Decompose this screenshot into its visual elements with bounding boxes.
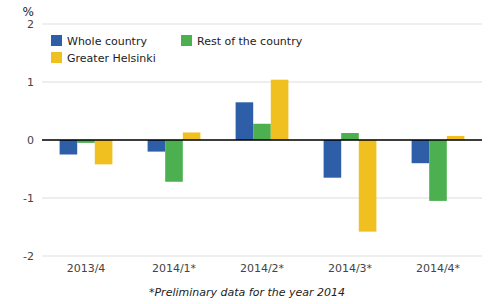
grid <box>42 24 482 256</box>
bar <box>359 140 377 232</box>
legend-swatch <box>51 52 62 63</box>
legend-label: Rest of the country <box>197 35 303 48</box>
legend-swatch <box>181 35 192 46</box>
bar <box>341 133 359 140</box>
grid-line <box>42 140 482 141</box>
bar <box>95 140 113 164</box>
bar <box>253 124 271 140</box>
bar <box>236 102 254 140</box>
bar <box>60 140 78 155</box>
legend-background <box>46 28 307 70</box>
x-tick-label: 2014/3* <box>328 262 373 275</box>
bar <box>148 140 166 152</box>
chart: -2 -1 0 1 2 2013/4 2014/1* 2014/2* 2014/3* 2014/4… <box>0 0 494 304</box>
y-tick-label: 2 <box>27 18 34 31</box>
y-tick-label: 0 <box>27 134 34 147</box>
y-tick-label: -2 <box>23 250 34 263</box>
grid-line <box>42 82 482 83</box>
grid-line <box>42 256 482 257</box>
y-axis-label: % <box>23 5 34 19</box>
x-tick-label: 2014/1* <box>152 262 197 275</box>
bar <box>271 80 289 140</box>
bar <box>324 140 342 178</box>
legend-swatch <box>51 35 62 46</box>
legend: Whole country Rest of the country Greater … <box>46 28 307 70</box>
legend-label: Greater Helsinki <box>67 52 156 65</box>
y-tick-label: 1 <box>27 76 34 89</box>
legend-label: Whole country <box>67 35 147 48</box>
x-tick-label: 2014/4* <box>416 262 461 275</box>
bars <box>60 80 465 232</box>
x-tick-label: 2013/4 <box>67 262 106 275</box>
bar <box>165 140 183 182</box>
bar <box>183 132 201 140</box>
grid-line <box>42 198 482 199</box>
grid-line <box>42 24 482 25</box>
bar <box>429 140 447 201</box>
y-tick-label: -1 <box>23 192 34 205</box>
x-tick-label: 2014/2* <box>240 262 285 275</box>
bar <box>412 140 430 163</box>
footnote: *Preliminary data for the year 2014 <box>149 286 345 299</box>
zero-line <box>42 139 482 141</box>
